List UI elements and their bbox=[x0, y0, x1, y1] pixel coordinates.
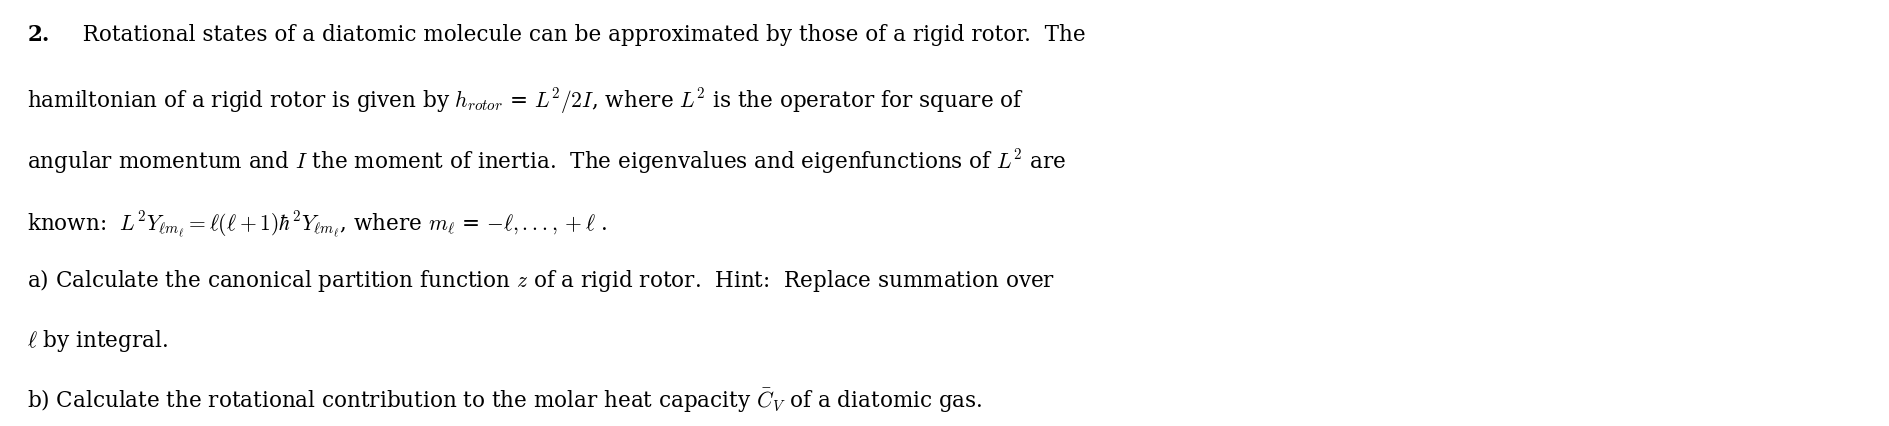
Text: b) Calculate the rotational contribution to the molar heat capacity $\bar{C}_V$ : b) Calculate the rotational contribution… bbox=[26, 386, 982, 415]
Text: $\ell$ by integral.: $\ell$ by integral. bbox=[26, 328, 168, 354]
Text: angular momentum and $I$ the moment of inertia.  The eigenvalues and eigenfuncti: angular momentum and $I$ the moment of i… bbox=[26, 147, 1065, 176]
Text: 2.: 2. bbox=[26, 24, 49, 46]
Text: a) Calculate the canonical partition function $z$ of a rigid rotor.  Hint:  Repl: a) Calculate the canonical partition fun… bbox=[26, 267, 1054, 294]
Text: hamiltonian of a rigid rotor is given by $h_{rotor}$ = $L^2/2I$, where $L^2$ is : hamiltonian of a rigid rotor is given by… bbox=[26, 86, 1024, 116]
Text: known:  $L^2Y_{\ell m_{\ell}} = \ell(\ell+1)\hbar^2 Y_{\ell m_{\ell}}$, where $m: known: $L^2Y_{\ell m_{\ell}} = \ell(\ell… bbox=[26, 209, 608, 239]
Text: Rotational states of a diatomic molecule can be approximated by those of a rigid: Rotational states of a diatomic molecule… bbox=[68, 24, 1084, 46]
